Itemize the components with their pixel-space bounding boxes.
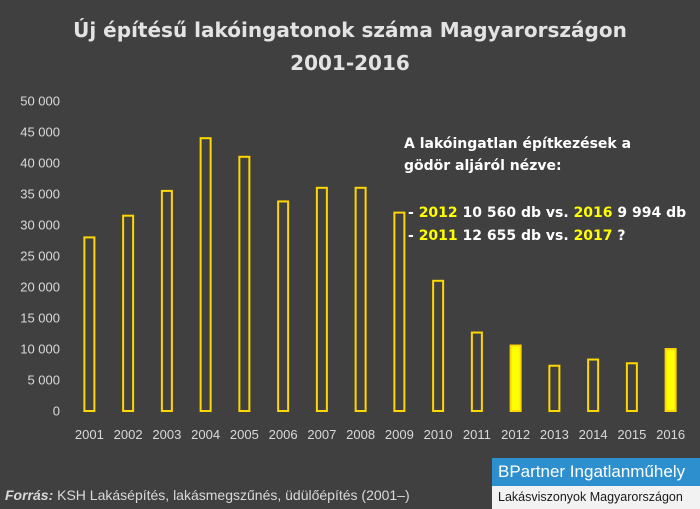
x-tick-label-2005: 2005 bbox=[230, 427, 259, 442]
bar-2006 bbox=[277, 200, 290, 412]
x-tick-label-2009: 2009 bbox=[385, 427, 414, 442]
annotation-line2-value-a: 12 655 db vs. bbox=[458, 228, 574, 244]
bar-2010 bbox=[432, 279, 445, 412]
chart-subtitle: 2001-2016 bbox=[290, 51, 410, 75]
y-tick-label: 0 bbox=[53, 404, 60, 419]
annotation-line1-value-a: 10 560 db vs. bbox=[458, 205, 574, 221]
annotation: A lakóingatlan építkezések a gödör aljár… bbox=[404, 136, 686, 244]
y-tick-label: 15 000 bbox=[20, 311, 60, 326]
x-tick-label-2002: 2002 bbox=[114, 427, 143, 442]
x-axis: 2001 2002 2003 2004 2005 2006 2007 2008 2009 2010… bbox=[75, 427, 685, 442]
x-tick-label-2011: 2011 bbox=[463, 427, 491, 442]
bar-2002 bbox=[122, 214, 135, 412]
annotation-line1-value-b: 9 994 db bbox=[613, 205, 687, 221]
annotation-line2-year-a: 2011 bbox=[419, 228, 458, 244]
brand-logo: BPartner Ingatlanműhely Lakásviszonyok M… bbox=[492, 458, 700, 509]
bar-2003 bbox=[160, 189, 173, 412]
bar-2015 bbox=[625, 362, 638, 413]
source-text: KSH Lakásépítés, lakásmegszűnés, üdülőép… bbox=[53, 487, 410, 503]
bar-2001 bbox=[83, 236, 96, 412]
bar-2012 bbox=[509, 344, 522, 413]
x-tick-label-2015: 2015 bbox=[617, 427, 646, 442]
bar-2004 bbox=[199, 137, 212, 412]
x-tick-label-2013: 2013 bbox=[540, 427, 569, 442]
y-tick-label: 45 000 bbox=[20, 125, 60, 140]
y-tick-label: 5 000 bbox=[27, 373, 60, 388]
bar-2013 bbox=[548, 364, 561, 412]
x-tick-label-2004: 2004 bbox=[191, 427, 220, 442]
annotation-heading-line1: A lakóingatlan építkezések a bbox=[404, 136, 631, 152]
annotation-heading-line2: gödör aljáról nézve: bbox=[404, 158, 562, 174]
x-tick-label-2006: 2006 bbox=[269, 427, 298, 442]
y-tick-label: 25 000 bbox=[20, 249, 60, 264]
y-tick-label: 50 000 bbox=[20, 94, 60, 109]
bar-2014 bbox=[587, 358, 600, 413]
y-tick-label: 10 000 bbox=[20, 342, 60, 357]
annotation-line2: - 2011 12 655 db vs. 2017 ? bbox=[408, 228, 626, 244]
brand-tagline: Lakásviszonyok Magyarországon bbox=[492, 486, 700, 509]
x-tick-label-2007: 2007 bbox=[307, 427, 336, 442]
bar-2016 bbox=[664, 348, 677, 412]
x-tick-label-2012: 2012 bbox=[501, 427, 530, 442]
source-label: Forrás: bbox=[5, 487, 54, 503]
bars bbox=[83, 137, 677, 413]
annotation-line2-value-b: ? bbox=[613, 228, 626, 244]
x-tick-label-2008: 2008 bbox=[346, 427, 375, 442]
y-tick-label: 40 000 bbox=[20, 156, 60, 171]
source-footer: Forrás: KSH Lakásépítés, lakásmegszűnés,… bbox=[5, 487, 410, 503]
x-tick-label-2016: 2016 bbox=[656, 427, 685, 442]
x-tick-label-2014: 2014 bbox=[579, 427, 608, 442]
annotation-line1-year-b: 2016 bbox=[574, 205, 613, 221]
bar-2008 bbox=[354, 186, 367, 412]
bar-2005 bbox=[238, 155, 251, 412]
bar-2007 bbox=[315, 186, 328, 412]
y-tick-label: 35 000 bbox=[20, 187, 60, 202]
y-axis: 0 5 000 10 000 15 000 20 000 25 000 30 000 35 0… bbox=[20, 94, 60, 419]
x-tick-label-2001: 2001 bbox=[75, 427, 104, 442]
bar-2009 bbox=[393, 211, 406, 412]
x-tick-label-2010: 2010 bbox=[424, 427, 453, 442]
y-tick-label: 30 000 bbox=[20, 218, 60, 233]
bar-2011 bbox=[470, 331, 483, 412]
annotation-line2-prefix: - bbox=[408, 228, 419, 244]
chart-title: Új építésű lakóingatonok száma Magyarors… bbox=[73, 18, 627, 42]
annotation-line1-year-a: 2012 bbox=[419, 205, 458, 221]
brand-name: BPartner Ingatlanműhely bbox=[492, 458, 700, 486]
y-tick-label: 20 000 bbox=[20, 280, 60, 295]
annotation-line1-prefix: - bbox=[408, 205, 419, 221]
annotation-line2-year-b: 2017 bbox=[574, 228, 613, 244]
annotation-line1: - 2012 10 560 db vs. 2016 9 994 db bbox=[408, 205, 686, 221]
x-tick-label-2003: 2003 bbox=[152, 427, 181, 442]
